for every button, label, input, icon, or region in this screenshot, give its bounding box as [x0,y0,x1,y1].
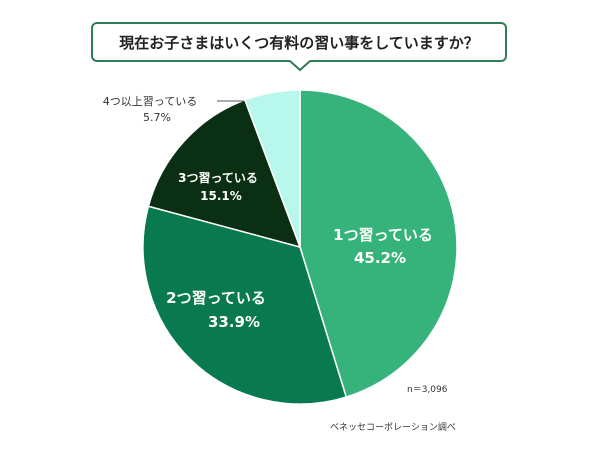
pie-slice-3 [147,99,302,249]
pie-slice-1 [299,89,458,398]
source-note: ベネッセコーポレーション調べ [330,423,456,433]
slice-3-value: 15.1% [200,189,242,203]
slice-2-value: 33.9% [208,313,260,331]
chart-title: 現在お子さまはいくつ有料の習い事をしていますか？ [91,22,507,62]
pie-slice-2 [142,205,348,405]
slice-1-value: 45.2% [354,249,406,267]
slice-2-label: 2つ習っている [166,289,266,307]
slice-1-label: 1つ習っている [333,226,433,244]
title-tail-fill [290,60,310,70]
slice-3-label: 3つ習っている [178,171,258,185]
pie-slice-4 [243,89,301,248]
title-callout-tail [290,60,310,72]
sample-size-note: n＝3,096 [407,385,448,395]
slice-4-label: 4つ以上習っている [103,95,197,108]
title-tail-stroke [290,60,310,72]
pie-slices [142,89,458,405]
slice-4-value: 5.7% [143,111,171,124]
